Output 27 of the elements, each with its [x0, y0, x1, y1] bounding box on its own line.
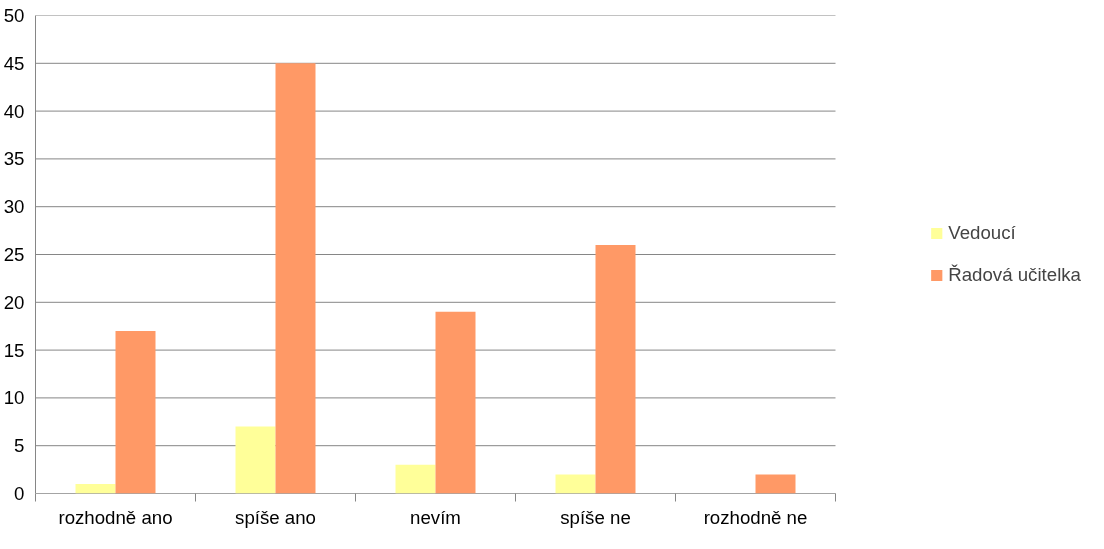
y-tick-label: 35 [3, 148, 25, 170]
legend-label: Řadová učitelka [948, 264, 1081, 286]
y-tick-label: 0 [14, 483, 25, 504]
bar [235, 426, 276, 494]
x-tick-label: rozhodně ne [703, 506, 808, 528]
bar [555, 474, 596, 494]
y-tick-label: 30 [3, 196, 25, 218]
y-tick-label: 10 [3, 387, 25, 409]
y-tick-label: 5 [14, 435, 25, 457]
x-tick-label: rozhodně ano [58, 506, 173, 528]
y-tick-label: 15 [3, 339, 25, 361]
x-tick-label: spíše ano [235, 506, 316, 528]
bar [435, 311, 476, 494]
y-tick-label: 25 [3, 244, 25, 265]
bar [755, 474, 796, 494]
bar [115, 330, 156, 494]
legend-label: Vedoucí [948, 222, 1016, 244]
bar [595, 244, 636, 494]
bar [75, 483, 116, 494]
bar [395, 464, 436, 494]
y-tick-label: 40 [3, 100, 25, 122]
x-tick-label: spíše ne [560, 506, 631, 528]
y-tick-label: 50 [3, 5, 25, 26]
x-tick-label: nevím [410, 506, 461, 528]
y-tick-label: 20 [3, 291, 25, 313]
y-tick-label: 45 [3, 52, 25, 74]
bar [275, 63, 316, 494]
